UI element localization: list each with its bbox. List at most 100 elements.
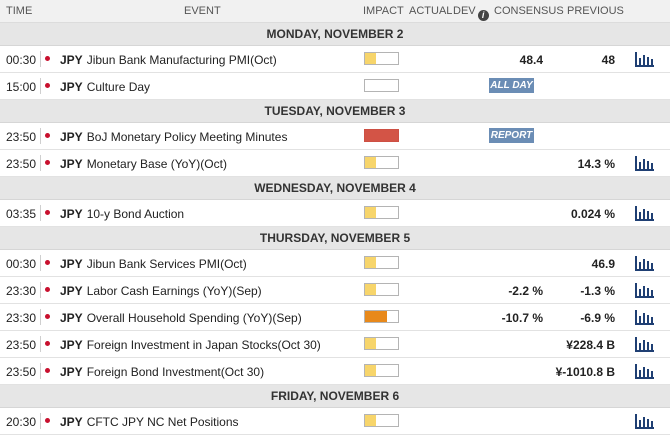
impact-indicator — [364, 310, 399, 323]
event-row[interactable]: 15:00 JPY Culture Day ALL DAY — [0, 73, 670, 100]
event-currency: JPY — [60, 365, 83, 379]
event-currency: JPY — [60, 157, 83, 171]
divider — [40, 51, 41, 67]
japan-flag-icon — [43, 53, 52, 63]
event-title[interactable]: JPY Jibun Bank Services PMI(Oct) — [60, 257, 247, 271]
bar-chart-icon[interactable] — [634, 205, 654, 221]
impact-fill — [365, 284, 376, 295]
event-name[interactable]: Overall Household Spending (YoY)(Sep) — [86, 311, 302, 325]
day-header: FRIDAY, NOVEMBER 6 — [0, 385, 670, 408]
event-title[interactable]: JPY Foreign Investment in Japan Stocks(Oc… — [60, 338, 321, 352]
impact-fill — [365, 257, 376, 268]
divider — [40, 282, 41, 298]
event-time: 20:30 — [6, 415, 37, 429]
event-title[interactable]: JPY Monetary Base (YoY)(Oct) — [60, 157, 227, 171]
impact-indicator — [364, 256, 399, 269]
bar-chart-icon[interactable] — [634, 413, 654, 429]
bar-chart-icon[interactable] — [634, 363, 654, 379]
divider — [40, 413, 41, 429]
event-currency: JPY — [60, 130, 83, 144]
impact-fill — [365, 365, 376, 376]
japan-flag-icon — [43, 257, 52, 267]
economic-calendar: MONDAY, NOVEMBER 2 00:30 JPY Jibun Bank Man… — [0, 23, 670, 435]
divider — [40, 336, 41, 352]
japan-flag-icon — [43, 365, 52, 375]
impact-fill — [365, 415, 376, 426]
header-time: TIME — [6, 5, 33, 17]
flag-circle — [45, 314, 50, 319]
event-row[interactable]: 20:30 JPY CFTC JPY NC Net Positions — [0, 408, 670, 435]
event-row[interactable]: 00:30 JPY Jibun Bank Services PMI(Oct) 46.9 — [0, 250, 670, 277]
consensus-value: -2.2 % — [508, 284, 543, 298]
event-title[interactable]: JPY Labor Cash Earnings (YoY)(Sep) — [60, 284, 262, 298]
event-name[interactable]: Monetary Base (YoY)(Oct) — [86, 157, 227, 171]
event-name[interactable]: BoJ Monetary Policy Meeting Minutes — [86, 130, 288, 144]
event-row[interactable]: 23:30 JPY Overall Household Spending (YoY)… — [0, 304, 670, 331]
event-time: 23:30 — [6, 284, 37, 298]
japan-flag-icon — [43, 157, 52, 167]
event-row[interactable]: 23:50 JPY Foreign Investment in Japan Stoc… — [0, 331, 670, 358]
event-title[interactable]: JPY CFTC JPY NC Net Positions — [60, 415, 239, 429]
flag-circle — [45, 287, 50, 292]
event-title[interactable]: JPY BoJ Monetary Policy Meeting Minutes — [60, 130, 287, 144]
event-name[interactable]: Labor Cash Earnings (YoY)(Sep) — [86, 284, 262, 298]
event-currency: JPY — [60, 207, 83, 221]
previous-value: 46.9 — [591, 257, 615, 271]
event-row[interactable]: 03:35 JPY 10-y Bond Auction 0.024 % — [0, 200, 670, 227]
info-icon[interactable]: i — [477, 10, 489, 21]
bar-chart-icon[interactable] — [634, 309, 654, 325]
bar-chart-icon[interactable] — [634, 336, 654, 352]
event-title[interactable]: JPY 10-y Bond Auction — [60, 207, 184, 221]
event-name[interactable]: 10-y Bond Auction — [86, 207, 185, 221]
event-currency: JPY — [60, 284, 83, 298]
event-currency: JPY — [60, 311, 83, 325]
japan-flag-icon — [43, 284, 52, 294]
event-time: 23:30 — [6, 311, 37, 325]
bar-chart-icon[interactable] — [634, 255, 654, 271]
header-impact: IMPACT — [363, 5, 404, 17]
event-title[interactable]: JPY Foreign Bond Investment(Oct 30) — [60, 365, 264, 379]
day-header: TUESDAY, NOVEMBER 3 — [0, 100, 670, 123]
consensus-value: -10.7 % — [501, 311, 543, 325]
header-dev: DEV i — [453, 5, 489, 21]
impact-indicator — [364, 414, 399, 427]
event-time: 00:30 — [6, 53, 37, 67]
flag-circle — [45, 83, 50, 88]
japan-flag-icon — [43, 80, 52, 90]
event-name[interactable]: Jibun Bank Manufacturing PMI(Oct) — [86, 53, 277, 67]
event-title[interactable]: JPY Overall Household Spending (YoY)(Sep) — [60, 311, 302, 325]
bar-chart-icon[interactable] — [634, 51, 654, 67]
table-header: TIME EVENT IMPACT ACTUAL DEV i CONSENSUS … — [0, 0, 670, 23]
day-header: WEDNESDAY, NOVEMBER 4 — [0, 177, 670, 200]
event-row[interactable]: 00:30 JPY Jibun Bank Manufacturing PMI(Oct… — [0, 46, 670, 73]
consensus-value: 48.4 — [519, 53, 543, 67]
event-badge: ALL DAY — [489, 78, 534, 93]
event-name[interactable]: Foreign Bond Investment(Oct 30) — [86, 365, 265, 379]
event-row[interactable]: 23:50 JPY Foreign Bond Investment(Oct 30) ¥… — [0, 358, 670, 385]
impact-indicator — [364, 206, 399, 219]
divider — [40, 309, 41, 325]
previous-value: 14.3 % — [577, 157, 615, 171]
event-currency: JPY — [60, 257, 83, 271]
impact-indicator — [364, 79, 399, 92]
impact-fill — [365, 130, 398, 141]
bar-chart-icon[interactable] — [634, 155, 654, 171]
flag-circle — [45, 133, 50, 138]
previous-value: 48 — [601, 53, 615, 67]
event-currency: JPY — [60, 338, 83, 352]
event-title[interactable]: JPY Culture Day — [60, 80, 150, 94]
divider — [40, 155, 41, 171]
event-title[interactable]: JPY Jibun Bank Manufacturing PMI(Oct) — [60, 53, 277, 67]
event-name[interactable]: Jibun Bank Services PMI(Oct) — [86, 257, 247, 271]
bar-chart-icon[interactable] — [634, 282, 654, 298]
event-name[interactable]: Foreign Investment in Japan Stocks(Oct 3… — [86, 338, 321, 352]
event-row[interactable]: 23:30 JPY Labor Cash Earnings (YoY)(Sep) -2… — [0, 277, 670, 304]
event-row[interactable]: 23:50 JPY BoJ Monetary Policy Meeting Minu… — [0, 123, 670, 150]
japan-flag-icon — [43, 311, 52, 321]
divider — [40, 205, 41, 221]
header-consensus: CONSENSUS — [494, 5, 564, 17]
event-row[interactable]: 23:50 JPY Monetary Base (YoY)(Oct) 14.3 % — [0, 150, 670, 177]
event-time: 00:30 — [6, 257, 37, 271]
event-name[interactable]: Culture Day — [86, 80, 151, 94]
event-name[interactable]: CFTC JPY NC Net Positions — [86, 415, 239, 429]
